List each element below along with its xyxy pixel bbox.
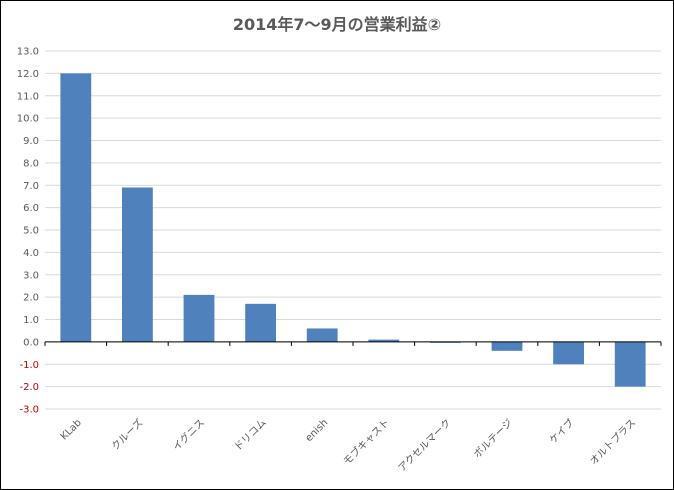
bar [306, 328, 338, 342]
y-tick-label: 8.0 [23, 158, 39, 169]
y-tick-label: 3.0 [23, 270, 39, 281]
y-tick-label: -1.0 [19, 360, 39, 371]
y-tick-label: 4.0 [23, 248, 39, 259]
bar [368, 339, 400, 342]
bar [491, 341, 523, 351]
bar [245, 303, 276, 342]
y-tick-label: 11.0 [17, 91, 39, 102]
y-tick-label: 2.0 [23, 293, 39, 304]
category-label: KLab [59, 417, 84, 442]
y-tick-label: 12.0 [17, 69, 39, 80]
y-tick-label: 0.0 [23, 337, 39, 348]
y-tick-label: 9.0 [23, 136, 39, 147]
category-label: enish [304, 417, 331, 444]
y-tick-label: -3.0 [19, 405, 39, 416]
y-tick-label: 5.0 [23, 226, 39, 237]
category-label: ケイブ [546, 416, 576, 446]
bar [60, 73, 92, 342]
bar [122, 187, 153, 342]
category-label: ボルテージ [471, 417, 515, 461]
category-label: アクセルマーク [396, 417, 454, 475]
category-label: ドリコム [232, 417, 269, 454]
y-tick-label: 1.0 [23, 315, 39, 326]
category-label: モブキャスト [340, 416, 392, 468]
y-tick-label: 7.0 [23, 181, 39, 192]
category-label: オルトプラス [588, 417, 639, 468]
category-label: イグニス [170, 416, 207, 453]
y-tick-label: 13.0 [17, 47, 39, 58]
y-tick-label: 6.0 [23, 203, 39, 214]
bar [553, 341, 584, 365]
chart-title: 2014年7～9月の営業利益② [232, 15, 442, 34]
y-tick-label: -2.0 [19, 382, 39, 393]
y-tick-label: 10.0 [17, 114, 39, 125]
bar [183, 294, 215, 342]
bar [614, 341, 646, 387]
category-label: クルーズ [109, 416, 146, 453]
